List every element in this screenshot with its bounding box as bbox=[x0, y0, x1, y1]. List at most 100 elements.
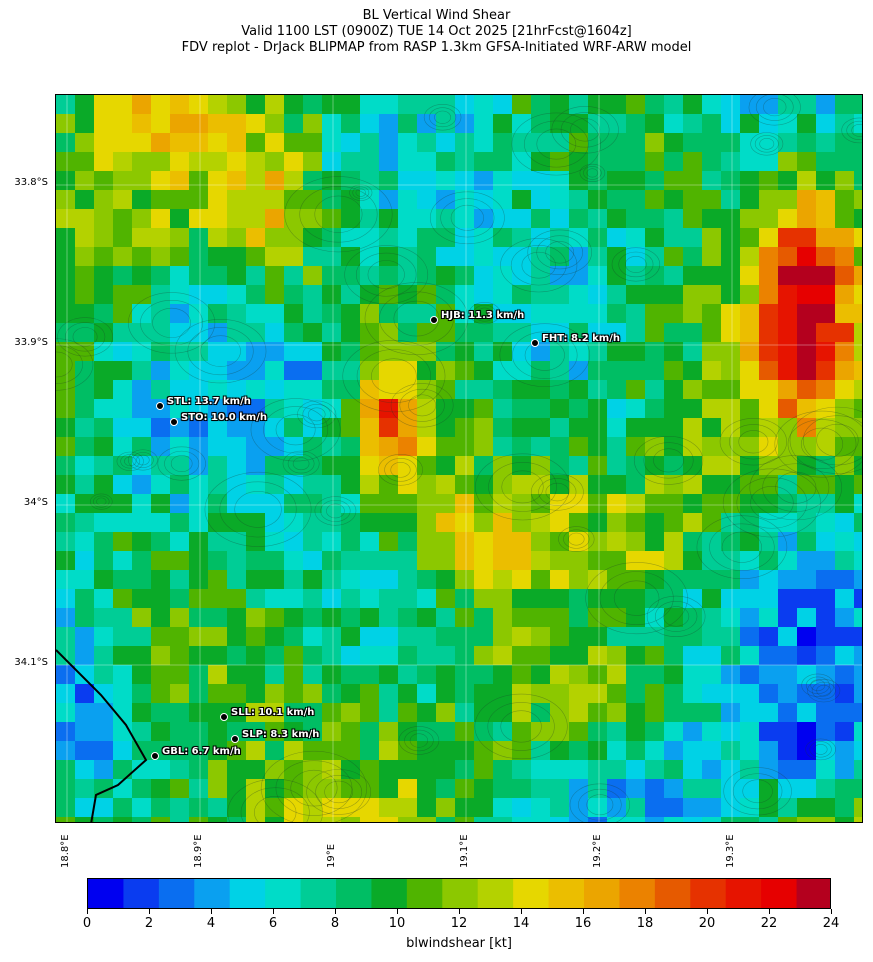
shear-cell bbox=[75, 361, 94, 380]
shear-cell bbox=[455, 551, 474, 570]
shear-cell bbox=[588, 722, 607, 741]
shear-cell bbox=[455, 646, 474, 665]
shear-cell bbox=[493, 760, 512, 779]
shear-cell bbox=[170, 399, 189, 418]
shear-cell bbox=[588, 570, 607, 589]
shear-cell bbox=[550, 152, 569, 171]
shear-cell bbox=[284, 114, 303, 133]
shear-cell bbox=[170, 342, 189, 361]
shear-cell bbox=[75, 304, 94, 323]
shear-cell bbox=[721, 456, 740, 475]
shear-cell bbox=[113, 513, 132, 532]
shear-cell bbox=[170, 684, 189, 703]
shear-cell bbox=[75, 475, 94, 494]
shear-cell bbox=[284, 456, 303, 475]
shear-cell bbox=[797, 114, 816, 133]
shear-cell bbox=[303, 342, 322, 361]
shear-cell bbox=[512, 304, 531, 323]
shear-cell bbox=[227, 551, 246, 570]
shear-cell bbox=[322, 551, 341, 570]
shear-cell bbox=[303, 646, 322, 665]
shear-cell bbox=[208, 133, 227, 152]
shear-cell bbox=[778, 152, 797, 171]
shear-cell bbox=[588, 418, 607, 437]
shear-cell bbox=[360, 285, 379, 304]
shear-cell bbox=[341, 304, 360, 323]
shear-cell bbox=[151, 361, 170, 380]
shear-cell bbox=[379, 114, 398, 133]
shear-cell bbox=[664, 779, 683, 798]
shear-cell bbox=[550, 114, 569, 133]
shear-cell bbox=[303, 741, 322, 760]
shear-cell bbox=[455, 608, 474, 627]
shear-cell bbox=[721, 133, 740, 152]
shear-cell bbox=[588, 456, 607, 475]
shear-cell bbox=[626, 684, 645, 703]
chart-subtitle-source: FDV replot - DrJack BLIPMAP from RASP 1.… bbox=[181, 40, 692, 55]
shear-cell bbox=[75, 570, 94, 589]
shear-cell bbox=[265, 152, 284, 171]
shear-cell bbox=[626, 95, 645, 114]
shear-cell bbox=[360, 741, 379, 760]
shear-cell bbox=[816, 304, 835, 323]
colorbar-tick-label: 12 bbox=[450, 916, 468, 931]
shear-cell bbox=[854, 171, 862, 190]
shear-cell bbox=[683, 399, 702, 418]
shear-cell bbox=[645, 513, 664, 532]
terrain-contour bbox=[307, 407, 326, 422]
shear-cell bbox=[645, 741, 664, 760]
shear-cell bbox=[474, 456, 493, 475]
shear-cell bbox=[531, 304, 550, 323]
shear-cell bbox=[94, 760, 113, 779]
shear-cell bbox=[360, 513, 379, 532]
shear-cell bbox=[56, 665, 75, 684]
shear-cell bbox=[778, 171, 797, 190]
shear-cell bbox=[740, 475, 759, 494]
shear-cell bbox=[265, 209, 284, 228]
shear-cell bbox=[778, 665, 797, 684]
shear-cell bbox=[322, 361, 341, 380]
terrain-contour bbox=[841, 117, 862, 144]
shear-cell bbox=[512, 133, 531, 152]
shear-cell bbox=[379, 798, 398, 817]
shear-cell bbox=[569, 304, 588, 323]
shear-cell bbox=[360, 456, 379, 475]
shear-cell bbox=[512, 722, 531, 741]
shear-cell bbox=[398, 760, 417, 779]
shear-cell bbox=[626, 608, 645, 627]
shear-cell bbox=[493, 779, 512, 798]
shear-cell bbox=[208, 760, 227, 779]
shear-cell bbox=[132, 513, 151, 532]
shear-cell bbox=[360, 722, 379, 741]
shear-cell bbox=[94, 247, 113, 266]
shear-cell bbox=[854, 570, 862, 589]
shear-cell bbox=[588, 133, 607, 152]
terrain-contour bbox=[250, 398, 341, 462]
shear-cell bbox=[94, 152, 113, 171]
shear-cell bbox=[360, 171, 379, 190]
shear-cell bbox=[303, 494, 322, 513]
shear-cell bbox=[284, 741, 303, 760]
shear-cell bbox=[531, 228, 550, 247]
shear-cell bbox=[132, 133, 151, 152]
shear-cell bbox=[398, 342, 417, 361]
shear-cell bbox=[170, 608, 189, 627]
shear-cell bbox=[341, 760, 360, 779]
shear-cell bbox=[360, 380, 379, 399]
terrain-contour bbox=[127, 449, 158, 471]
shear-cell bbox=[664, 722, 683, 741]
shear-cell bbox=[151, 627, 170, 646]
shear-cell bbox=[664, 684, 683, 703]
shear-cell bbox=[132, 114, 151, 133]
shear-cell bbox=[94, 494, 113, 513]
shear-cell bbox=[303, 361, 322, 380]
shear-cell bbox=[550, 323, 569, 342]
shear-cell bbox=[512, 627, 531, 646]
shear-cell bbox=[170, 95, 189, 114]
shear-cell bbox=[94, 114, 113, 133]
shear-cell bbox=[398, 114, 417, 133]
shear-cell bbox=[94, 741, 113, 760]
shear-cell bbox=[151, 817, 170, 822]
shear-cell bbox=[379, 361, 398, 380]
shear-cell bbox=[531, 171, 550, 190]
